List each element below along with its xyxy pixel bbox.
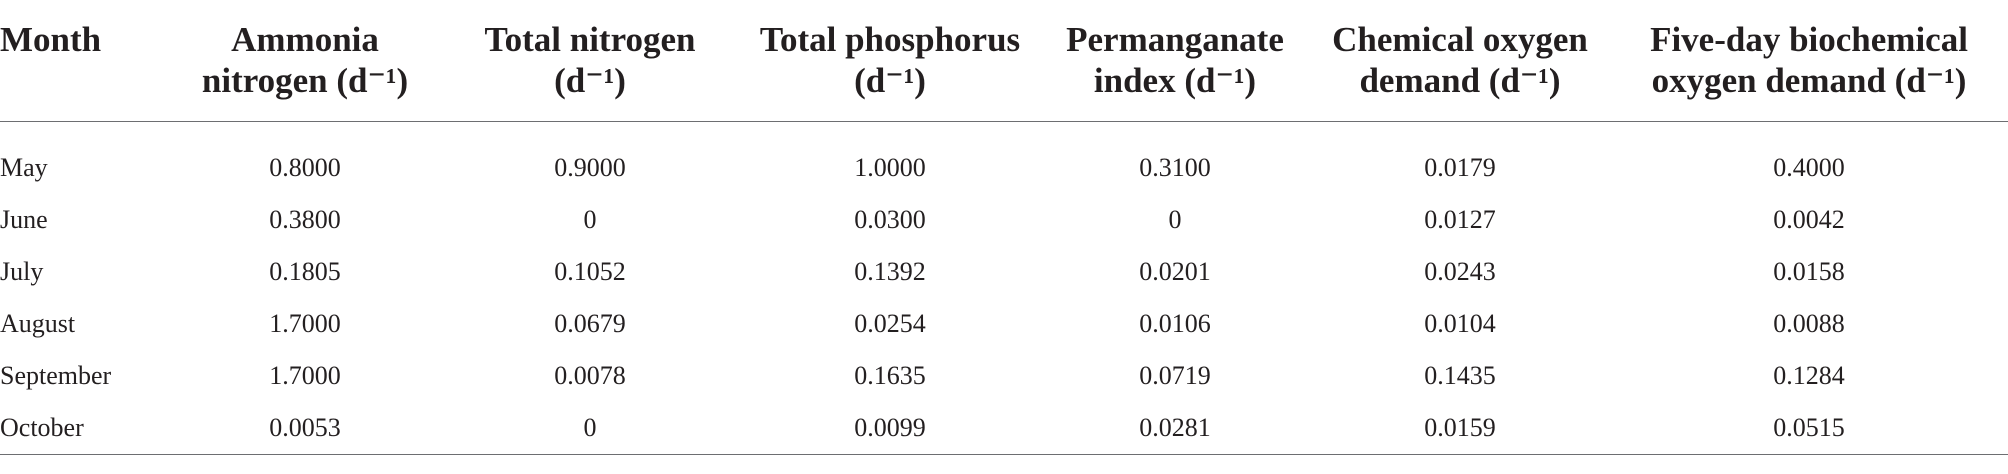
cell-value: 0.0679 — [440, 298, 740, 350]
header-line1: Total nitrogen — [440, 19, 740, 60]
cell-month: October — [0, 402, 170, 474]
cell-value: 0.1052 — [440, 246, 740, 298]
cell-value: 0.0719 — [1040, 350, 1310, 402]
cell-value: 0.1392 — [740, 246, 1040, 298]
table-bottom-rule — [0, 454, 2008, 455]
header-line1: Chemical oxygen — [1310, 19, 1610, 60]
cell-value: 0.1805 — [170, 246, 440, 298]
header-total-nitrogen: Total nitrogen (d⁻¹) — [440, 0, 740, 122]
header-line2: demand (d⁻¹) — [1310, 60, 1610, 101]
cell-value: 0.4000 — [1610, 122, 2008, 195]
header-line2: (d⁻¹) — [740, 60, 1040, 101]
cell-value: 0.0106 — [1040, 298, 1310, 350]
header-month-label: Month — [0, 19, 170, 60]
cell-value: 0.0201 — [1040, 246, 1310, 298]
cell-value: 0.0078 — [440, 350, 740, 402]
cell-month: June — [0, 194, 170, 246]
cell-value: 0.0127 — [1310, 194, 1610, 246]
cell-value: 0.0515 — [1610, 402, 2008, 474]
cell-value: 0.0099 — [740, 402, 1040, 474]
header-line2: index (d⁻¹) — [1040, 60, 1310, 101]
cell-value: 0.0300 — [740, 194, 1040, 246]
cell-value: 0.0088 — [1610, 298, 2008, 350]
cell-value: 0.8000 — [170, 122, 440, 195]
header-line1: Permanganate — [1040, 19, 1310, 60]
cell-month: May — [0, 122, 170, 195]
table-row: October 0.0053 0 0.0099 0.0281 0.0159 0.… — [0, 402, 2008, 474]
header-permanganate-index: Permanganate index (d⁻¹) — [1040, 0, 1310, 122]
header-total-phosphorus: Total phosphorus (d⁻¹) — [740, 0, 1040, 122]
table-row: September 1.7000 0.0078 0.1635 0.0719 0.… — [0, 350, 2008, 402]
cell-value: 1.0000 — [740, 122, 1040, 195]
cell-value: 0.3800 — [170, 194, 440, 246]
table-row: August 1.7000 0.0679 0.0254 0.0106 0.010… — [0, 298, 2008, 350]
cell-value: 0.0243 — [1310, 246, 1610, 298]
cell-value: 0.0158 — [1610, 246, 2008, 298]
cell-month: July — [0, 246, 170, 298]
cell-month: September — [0, 350, 170, 402]
header-line1: Five-day biochemical — [1610, 19, 2008, 60]
header-ammonia-nitrogen: Ammonia nitrogen (d⁻¹) — [170, 0, 440, 122]
table-header: Month Ammonia nitrogen (d⁻¹) Total nitro… — [0, 0, 2008, 122]
header-bod5: Five-day biochemical oxygen demand (d⁻¹) — [1610, 0, 2008, 122]
cell-value: 0.0254 — [740, 298, 1040, 350]
cell-value: 0.0104 — [1310, 298, 1610, 350]
cell-value: 0.0159 — [1310, 402, 1610, 474]
cell-value: 0.3100 — [1040, 122, 1310, 195]
table-body: May 0.8000 0.9000 1.0000 0.3100 0.0179 0… — [0, 122, 2008, 474]
header-line1: Total phosphorus — [740, 19, 1040, 60]
cell-value: 0.0042 — [1610, 194, 2008, 246]
cell-value: 1.7000 — [170, 298, 440, 350]
cell-value: 0.1435 — [1310, 350, 1610, 402]
table-row: May 0.8000 0.9000 1.0000 0.3100 0.0179 0… — [0, 122, 2008, 195]
header-line2: (d⁻¹) — [440, 60, 740, 101]
cell-value: 0.0281 — [1040, 402, 1310, 474]
table-row: July 0.1805 0.1052 0.1392 0.0201 0.0243 … — [0, 246, 2008, 298]
header-line1: Ammonia — [170, 19, 440, 60]
header-month: Month — [0, 0, 170, 122]
cell-value: 1.7000 — [170, 350, 440, 402]
cell-value: 0 — [1040, 194, 1310, 246]
header-chemical-oxygen-demand: Chemical oxygen demand (d⁻¹) — [1310, 0, 1610, 122]
cell-value: 0.0179 — [1310, 122, 1610, 195]
cell-value: 0.1284 — [1610, 350, 2008, 402]
cell-month: August — [0, 298, 170, 350]
table-row: June 0.3800 0 0.0300 0 0.0127 0.0042 — [0, 194, 2008, 246]
header-row: Month Ammonia nitrogen (d⁻¹) Total nitro… — [0, 0, 2008, 122]
cell-value: 0.9000 — [440, 122, 740, 195]
cell-value: 0 — [440, 402, 740, 474]
header-line2: oxygen demand (d⁻¹) — [1610, 60, 2008, 101]
cell-value: 0.1635 — [740, 350, 1040, 402]
cell-value: 0.0053 — [170, 402, 440, 474]
header-line2: nitrogen (d⁻¹) — [170, 60, 440, 101]
cell-value: 0 — [440, 194, 740, 246]
